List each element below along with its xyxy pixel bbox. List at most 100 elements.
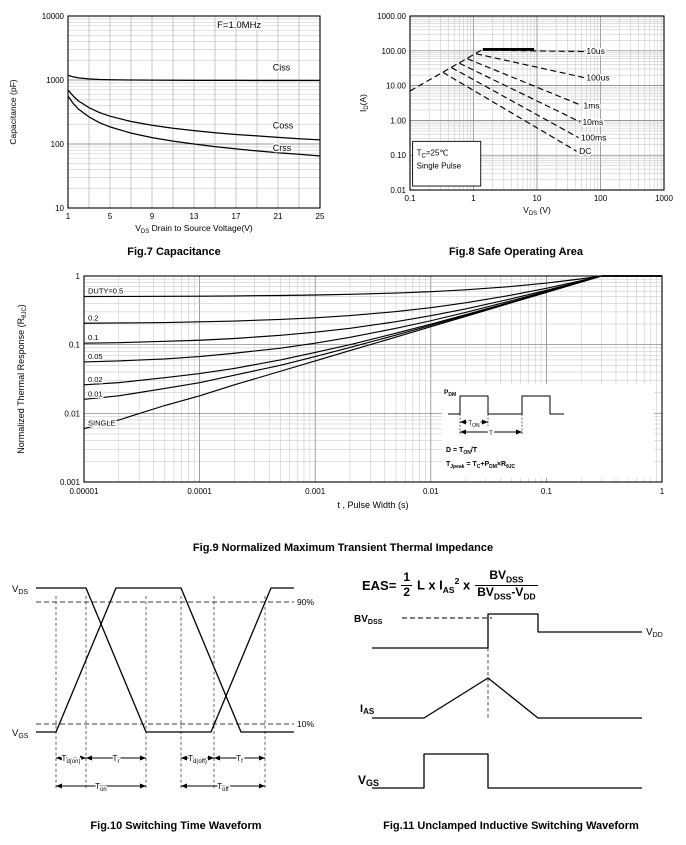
svg-text:13: 13 <box>190 212 199 221</box>
svg-text:0.01: 0.01 <box>423 487 439 496</box>
svg-text:9: 9 <box>150 212 155 221</box>
svg-text:1: 1 <box>471 194 476 203</box>
fig8-border <box>409 15 665 191</box>
inset-tjpeak-formula: TJpeak = TC+PDM×RθJC <box>446 461 516 470</box>
vdd-label: VDD <box>646 627 663 639</box>
inset-duty-formula: D = TON/T <box>446 447 478 456</box>
svg-text:1000: 1000 <box>46 76 64 85</box>
series-label-Crss: Crss <box>273 143 292 153</box>
soa-label-10ms: 10ms <box>582 117 603 127</box>
svg-text:100: 100 <box>51 140 65 149</box>
fig7-xlabel: VDS Drain to Source Voltage(V) <box>135 223 253 235</box>
soa-line-10ms <box>459 62 581 123</box>
series-label-0.2: 0.2 <box>88 313 98 322</box>
fig9-xlabel: t , Pulse Width (s) <box>337 500 408 510</box>
series-label-0.1: 0.1 <box>88 333 98 342</box>
svg-text:10.00: 10.00 <box>386 82 407 91</box>
label-90pct: 90% <box>297 597 314 607</box>
svg-text:1000.00: 1000.00 <box>377 12 406 21</box>
svg-text:0.1: 0.1 <box>404 194 416 203</box>
svg-text:0.001: 0.001 <box>60 478 81 487</box>
figure-capacitance: 10 100 1000 10000 1 5 9 13 17 21 25 VDS Drain to So… <box>4 4 344 244</box>
svg-text:10: 10 <box>55 204 64 213</box>
vds-waveform <box>372 613 642 649</box>
capacitance-chart: 10 100 1000 10000 1 5 9 13 17 21 25 VDS Drain to So… <box>8 12 325 235</box>
svg-text:0.00001: 0.00001 <box>70 487 99 496</box>
svg-text:1.00: 1.00 <box>390 116 406 125</box>
fig9-border <box>83 275 663 483</box>
svg-text:TON: TON <box>468 421 480 429</box>
unclamped-inductive-waveform: BVDSS VDD IAS VGS <box>354 613 663 789</box>
soa-label-100us: 100us <box>586 73 609 83</box>
svg-text:Td(off): Td(off) <box>188 754 207 765</box>
svg-text:Toff: Toff <box>217 782 229 793</box>
series-0.02 <box>83 275 662 386</box>
fig7-annotation: F=1.0MHz <box>217 20 261 31</box>
fig7-grid <box>67 15 321 209</box>
svg-text:0.10: 0.10 <box>390 151 406 160</box>
label-10pct: 10% <box>297 719 314 729</box>
soa-line-100us <box>476 53 585 79</box>
fig9-ylabel: Normalized Thermal Response (RθJC) <box>16 304 28 454</box>
svg-text:1: 1 <box>660 487 665 496</box>
series-label-0.05: 0.05 <box>88 352 103 361</box>
series-label-Coss: Coss <box>273 120 294 130</box>
fig8-condition-line2: Single Pulse <box>417 161 462 170</box>
svg-text:Tr: Tr <box>113 754 120 765</box>
switching-time-waveform: 90% 10% Td(on) Tr Td(off) Tf Ton Toff VDS VGS <box>12 584 314 795</box>
svg-text:Tf: Tf <box>236 754 243 765</box>
series-label-0.02: 0.02 <box>88 375 103 384</box>
svg-text:0.1: 0.1 <box>69 341 81 350</box>
svg-text:0.0001: 0.0001 <box>187 487 212 496</box>
vgs-waveform <box>372 753 642 789</box>
soa-line-100ms <box>451 67 579 139</box>
ias-label: IAS <box>360 703 375 716</box>
svg-text:100: 100 <box>594 194 608 203</box>
soa-chart: 0.01 0.10 1.00 10.00 100.00 1000.00 0.1 1 10 100 1… <box>358 12 673 217</box>
fig8-xlabel: VDS (V) <box>523 205 551 217</box>
svg-text:Td(on): Td(on) <box>62 754 81 765</box>
series-Coss <box>67 89 321 141</box>
bvdss-label: BVDSS <box>354 614 383 626</box>
figure-thermal-impedance: 0.001 0.01 0.1 1 0.00001 0.0001 0.001 0.01 0.1 1 t… <box>10 266 676 538</box>
svg-text:21: 21 <box>274 212 283 221</box>
svg-text:5: 5 <box>108 212 113 221</box>
fig8-ylabel: ID(A) <box>358 94 370 112</box>
svg-text:10000: 10000 <box>42 12 65 21</box>
svg-text:10: 10 <box>533 194 542 203</box>
soa-line-10us <box>482 49 585 53</box>
fig8-condition-box <box>412 140 482 187</box>
svg-text:0.001: 0.001 <box>305 487 326 496</box>
fig7-ylabel: Capacitance (pF) <box>8 79 18 144</box>
soa-label-1ms: 1ms <box>584 100 600 110</box>
fig8-condition-line1: TC=25℃ <box>417 148 449 159</box>
series-0.05 <box>83 275 662 363</box>
figure-safe-operating-area: 0.01 0.10 1.00 10.00 100.00 1000.00 0.1 1 10 100 1… <box>350 4 682 244</box>
series-DUTY=0.5 <box>83 275 662 298</box>
fig8-caption: Fig.8 Safe Operating Area <box>448 246 584 258</box>
soa-label-10us: 10us <box>586 46 604 56</box>
thermal-impedance-chart: 0.001 0.01 0.1 1 0.00001 0.0001 0.001 0.01 0.1 1 t… <box>16 272 665 510</box>
series-0.01 <box>83 275 662 400</box>
svg-text:0.1: 0.1 <box>541 487 553 496</box>
fig10-caption: Fig.10 Switching Time Waveform <box>90 820 262 832</box>
vds-label: VDS <box>12 584 28 596</box>
vgs-label: VGS <box>12 728 29 740</box>
inset-pdm-label: PDM <box>444 389 456 398</box>
soa-label-100ms: 100ms <box>581 133 607 143</box>
fig11-caption: Fig.11 Unclamped Inductive Switching Wav… <box>383 820 639 832</box>
inset-pulse-train <box>448 395 564 415</box>
svg-text:25: 25 <box>316 212 325 221</box>
formula-lhs: EAS= <box>362 577 397 593</box>
svg-text:Ton: Ton <box>95 782 107 793</box>
soa-line-limit <box>409 48 484 92</box>
series-label-Ciss: Ciss <box>273 63 291 73</box>
formula-frac-bv: BVDSS BVDSS-VDD <box>475 567 538 601</box>
svg-text:1: 1 <box>66 212 71 221</box>
vgs-label: VGS <box>358 773 379 788</box>
series-Crss <box>67 95 321 157</box>
series-label-SINGLE: SINGLE <box>88 419 116 428</box>
svg-text:100.00: 100.00 <box>382 47 407 56</box>
